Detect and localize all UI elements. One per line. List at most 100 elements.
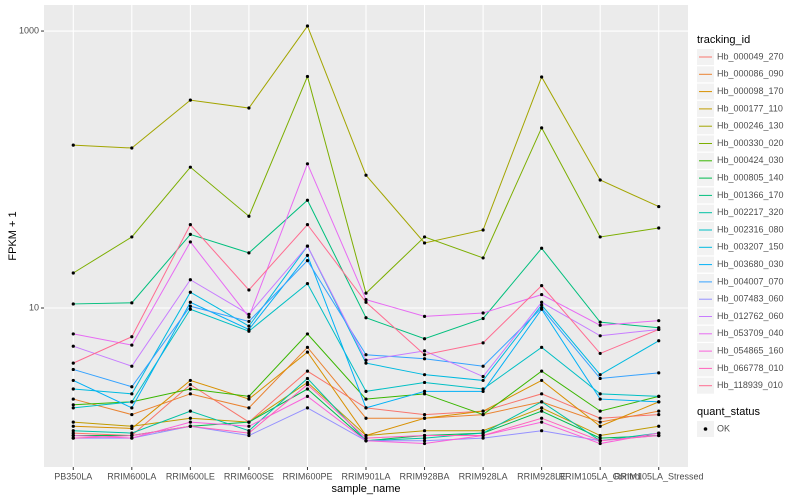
- legend-title: tracking_id: [697, 34, 750, 46]
- point: [130, 431, 134, 435]
- legend-label: Hb_001366_170: [717, 190, 784, 200]
- point: [422, 241, 427, 245]
- point: [130, 343, 134, 347]
- point: [247, 315, 251, 319]
- point: [305, 258, 310, 263]
- point: [130, 412, 134, 417]
- point: [598, 420, 602, 424]
- point: [540, 369, 544, 373]
- point: [188, 382, 192, 387]
- x-tick-label: RRIM105LA_Control: [559, 471, 642, 481]
- point: [71, 367, 75, 372]
- point: [247, 406, 251, 410]
- point: [422, 416, 427, 420]
- point: [657, 431, 661, 435]
- point: [364, 173, 368, 177]
- point: [598, 178, 602, 182]
- point: [305, 406, 310, 410]
- point: [598, 392, 602, 396]
- x-axis-title: sample_name: [331, 483, 400, 495]
- point: [71, 271, 75, 275]
- point: [305, 223, 310, 227]
- legend-label: Hb_000246_130: [717, 121, 784, 131]
- point: [540, 345, 544, 349]
- point: [188, 424, 192, 428]
- point: [540, 416, 544, 420]
- point: [481, 341, 485, 345]
- point: [71, 429, 75, 433]
- point: [71, 397, 75, 401]
- point: [71, 403, 75, 407]
- point: [188, 304, 192, 308]
- legend-label: Hb_066778_010: [717, 363, 784, 373]
- point: [188, 409, 192, 413]
- x-tick-label: RRIM600PE: [282, 471, 332, 481]
- point: [364, 300, 368, 304]
- point: [71, 143, 75, 147]
- point: [657, 394, 661, 398]
- point: [422, 389, 427, 393]
- point: [247, 429, 251, 433]
- point: [481, 431, 485, 435]
- point: [481, 387, 485, 391]
- point: [422, 436, 427, 440]
- point: [540, 378, 544, 383]
- point: [422, 433, 427, 438]
- point: [481, 412, 485, 417]
- point: [657, 409, 661, 413]
- legend-label: Hb_003680_030: [717, 259, 784, 269]
- point: [598, 323, 602, 327]
- point: [422, 337, 427, 341]
- point: [598, 320, 602, 324]
- point: [481, 311, 485, 315]
- point: [364, 291, 368, 295]
- point: [598, 416, 602, 420]
- point: [364, 416, 368, 420]
- point: [188, 392, 192, 396]
- point: [188, 307, 192, 311]
- point: [247, 251, 251, 255]
- x-tick-label: RRIM600LA: [107, 471, 156, 481]
- point: [247, 431, 251, 435]
- point: [422, 441, 427, 446]
- point: [540, 300, 544, 304]
- point: [130, 424, 134, 428]
- point: [540, 292, 544, 297]
- point: [364, 436, 368, 440]
- point: [364, 389, 368, 393]
- point: [71, 406, 75, 410]
- point: [71, 420, 75, 424]
- point: [481, 316, 485, 321]
- point: [598, 433, 602, 438]
- legend-label: Hb_000424_030: [717, 155, 784, 165]
- point: [540, 392, 544, 396]
- y-axis-title: FPKM + 1: [7, 211, 19, 260]
- point: [657, 339, 661, 343]
- point: [422, 392, 427, 396]
- legend-label: Hb_054865_160: [717, 345, 784, 355]
- point: [540, 303, 544, 307]
- point: [481, 389, 485, 393]
- legend-label: Hb_118939_010: [717, 380, 783, 390]
- point: [247, 424, 251, 428]
- legend-label: Hb_000805_140: [717, 172, 784, 182]
- point: [598, 424, 602, 428]
- point: [188, 420, 192, 424]
- point: [130, 406, 134, 410]
- point: [657, 226, 661, 230]
- point: [481, 256, 485, 260]
- point: [130, 385, 134, 389]
- point: [130, 235, 134, 239]
- point: [657, 371, 661, 375]
- point: [540, 246, 544, 250]
- point: [540, 284, 544, 288]
- point: [422, 314, 427, 318]
- point: [71, 302, 75, 306]
- point: [481, 429, 485, 433]
- legend-label: Hb_012762_060: [717, 311, 784, 321]
- point: [540, 75, 544, 79]
- legend-label: Hb_000098_170: [717, 86, 784, 96]
- legend-point: [703, 427, 708, 431]
- point: [481, 364, 485, 368]
- point: [188, 416, 192, 420]
